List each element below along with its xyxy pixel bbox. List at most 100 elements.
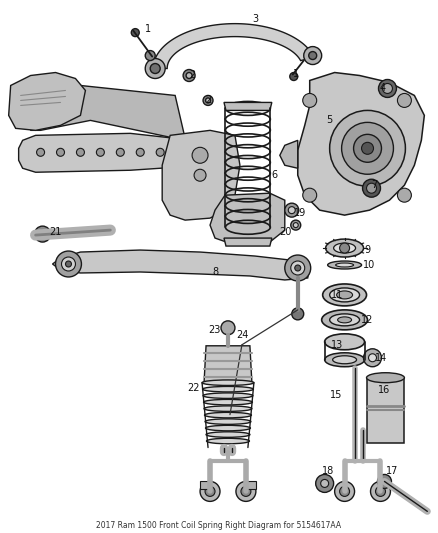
Ellipse shape	[205, 413, 251, 418]
Circle shape	[117, 148, 124, 156]
Circle shape	[304, 46, 321, 64]
Circle shape	[375, 487, 385, 496]
Circle shape	[397, 93, 411, 108]
Circle shape	[61, 257, 75, 271]
Ellipse shape	[202, 386, 254, 392]
Circle shape	[156, 148, 164, 156]
Ellipse shape	[330, 288, 360, 302]
Ellipse shape	[202, 380, 254, 385]
Circle shape	[285, 203, 299, 217]
Text: 22: 22	[187, 383, 199, 393]
Polygon shape	[153, 23, 314, 69]
Ellipse shape	[205, 425, 251, 431]
Circle shape	[288, 207, 295, 214]
Text: 13: 13	[331, 340, 343, 350]
Text: 9: 9	[364, 245, 371, 255]
Circle shape	[361, 142, 374, 154]
Circle shape	[353, 134, 381, 162]
Polygon shape	[200, 481, 210, 489]
Text: 24: 24	[237, 330, 249, 340]
Ellipse shape	[338, 317, 352, 323]
Ellipse shape	[204, 399, 252, 405]
Polygon shape	[367, 378, 404, 442]
Text: 17: 17	[386, 466, 399, 477]
Circle shape	[295, 265, 301, 271]
Circle shape	[205, 98, 211, 103]
Circle shape	[293, 223, 298, 228]
Text: 11: 11	[331, 290, 343, 300]
Circle shape	[303, 93, 317, 108]
Text: 23: 23	[208, 325, 220, 335]
Polygon shape	[280, 140, 298, 168]
Text: 14: 14	[375, 353, 388, 363]
Ellipse shape	[326, 239, 364, 257]
Text: 6: 6	[272, 170, 278, 180]
Circle shape	[367, 183, 377, 193]
Circle shape	[316, 474, 334, 492]
Circle shape	[136, 148, 144, 156]
Circle shape	[303, 188, 317, 202]
Text: 8: 8	[212, 267, 218, 277]
Circle shape	[339, 243, 350, 253]
Text: 10: 10	[364, 260, 376, 270]
Circle shape	[371, 481, 390, 502]
Circle shape	[39, 230, 46, 238]
Circle shape	[309, 52, 317, 60]
Text: 20: 20	[279, 227, 292, 237]
Text: 18: 18	[321, 466, 334, 477]
Circle shape	[241, 487, 251, 496]
Circle shape	[363, 179, 381, 197]
Circle shape	[291, 220, 301, 230]
Ellipse shape	[328, 261, 361, 269]
Polygon shape	[19, 133, 185, 172]
Circle shape	[290, 72, 298, 80]
Text: 1: 1	[293, 69, 299, 78]
Text: 12: 12	[361, 315, 374, 325]
Circle shape	[378, 474, 392, 488]
Circle shape	[66, 261, 71, 267]
Circle shape	[330, 110, 406, 186]
Circle shape	[131, 29, 139, 37]
Circle shape	[150, 63, 160, 74]
Circle shape	[364, 349, 381, 367]
Circle shape	[35, 226, 50, 242]
Text: 1: 1	[145, 23, 151, 34]
Ellipse shape	[205, 419, 251, 424]
Ellipse shape	[325, 334, 364, 350]
Circle shape	[145, 51, 155, 61]
Circle shape	[397, 188, 411, 202]
Circle shape	[203, 95, 213, 106]
Polygon shape	[31, 85, 185, 139]
Ellipse shape	[325, 353, 364, 367]
Circle shape	[205, 487, 215, 496]
Text: 2: 2	[205, 95, 211, 106]
Circle shape	[335, 481, 355, 502]
Ellipse shape	[207, 438, 249, 444]
Ellipse shape	[336, 263, 353, 267]
Circle shape	[342, 123, 393, 174]
Circle shape	[321, 480, 328, 487]
Ellipse shape	[321, 310, 367, 330]
Circle shape	[56, 251, 81, 277]
Circle shape	[339, 487, 350, 496]
Circle shape	[292, 308, 304, 320]
Ellipse shape	[203, 393, 253, 399]
Circle shape	[145, 59, 165, 78]
Circle shape	[378, 79, 396, 98]
Ellipse shape	[204, 406, 252, 411]
Text: 4: 4	[379, 84, 385, 93]
Text: 16: 16	[378, 385, 391, 394]
Circle shape	[37, 148, 45, 156]
Circle shape	[183, 69, 195, 82]
Polygon shape	[224, 102, 272, 110]
Circle shape	[236, 481, 256, 502]
Polygon shape	[224, 238, 272, 246]
Polygon shape	[53, 250, 310, 280]
Ellipse shape	[337, 291, 353, 299]
Text: 15: 15	[330, 390, 343, 400]
Text: 3: 3	[252, 14, 258, 23]
Ellipse shape	[334, 243, 356, 253]
Ellipse shape	[206, 432, 250, 437]
Circle shape	[77, 148, 85, 156]
Ellipse shape	[323, 284, 367, 306]
